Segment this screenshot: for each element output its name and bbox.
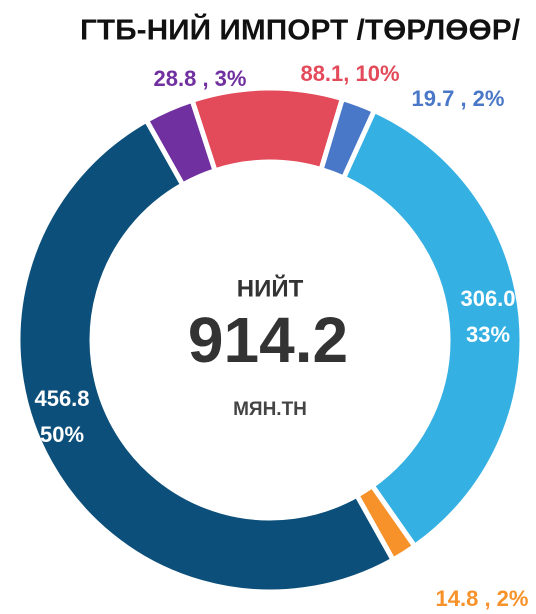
chart-title: ГТБ-НИЙ ИМПОРТ /ТӨРЛӨӨР/ — [80, 13, 520, 47]
donut-segment — [340, 107, 525, 550]
center-unit: МЯН.ТН — [233, 399, 307, 420]
donut-segment — [143, 97, 219, 189]
data-label: 28.8 , 3% — [154, 66, 247, 91]
donut-segment — [15, 116, 397, 595]
data-label: 306.0 33% — [460, 286, 515, 347]
center-label: НИЙТ — [237, 274, 304, 302]
donut-segment — [188, 85, 346, 174]
data-label: 14.8 , 2% — [436, 586, 529, 611]
center-total: 914.2 — [188, 304, 348, 376]
data-label: 88.1, 10% — [300, 61, 399, 86]
data-label: 19.7 , 2% — [412, 86, 505, 111]
data-label: 456.8 50% — [34, 386, 89, 447]
